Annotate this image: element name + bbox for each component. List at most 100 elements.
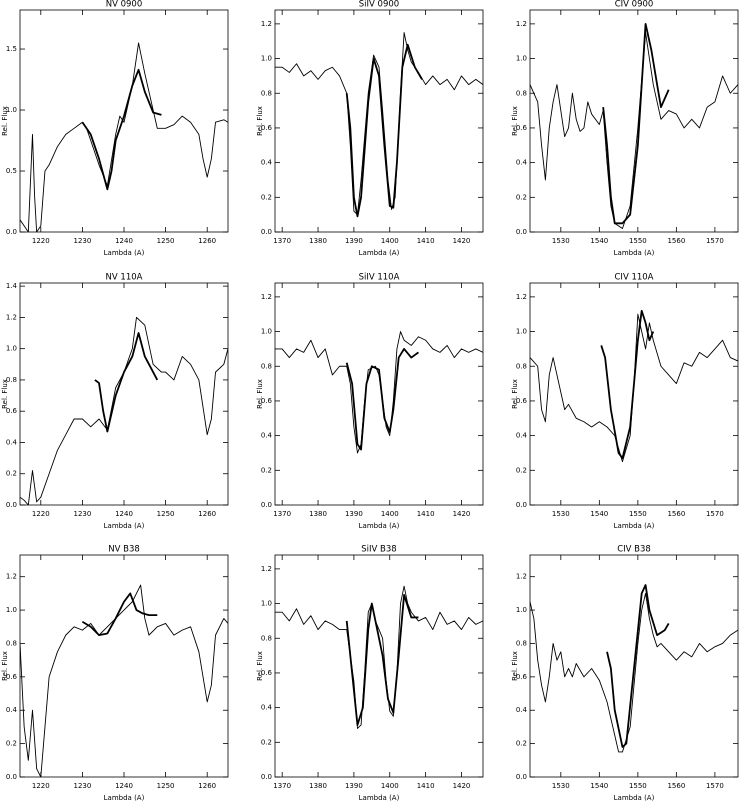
x-tick-label: 1370 [273,782,291,790]
x-tick-label: 1570 [706,237,724,245]
y-tick-label: 0.0 [516,773,527,781]
spectrum-line [530,592,738,753]
y-tick-label: 0.8 [516,362,527,370]
plot-frame [19,554,229,778]
spectrum-line [275,32,483,216]
y-tick-label: 0.6 [516,397,528,405]
x-tick-label: 1570 [706,782,724,790]
x-tick-label: 1550 [629,237,647,245]
x-tick-label: 1400 [381,510,399,518]
y-tick-label: 1.5 [6,45,17,53]
spectrum-line [81,592,158,637]
y-tick-label: 0.4 [516,432,528,440]
y-tick-label: 0.0 [6,228,17,236]
y-tick-label: 0.6 [6,407,18,415]
plot-lines [530,22,738,229]
y-tick-label: 1.2 [516,293,527,301]
plot-frame [274,282,484,506]
x-axis-label: Lambda (A) [614,249,655,257]
y-tick-label: 0.4 [261,159,273,167]
x-tick-label: 1380 [309,782,327,790]
y-axis-label: Rel. Flux [511,379,519,409]
x-tick-label: 1400 [381,782,399,790]
x-tick-label: 1230 [73,237,91,245]
y-tick-label: 1.0 [6,606,17,614]
plot-lines [20,584,228,777]
y-tick-label: 0.0 [6,773,17,781]
y-tick-label: 0.2 [261,738,272,746]
y-tick-label: 0.2 [261,193,272,201]
y-tick-label: 0.8 [516,89,527,97]
y-tick-label: 0.0 [516,501,527,509]
x-tick-label: 1250 [157,237,175,245]
plot-frame [19,282,229,506]
plot-frame [274,9,484,233]
panel-title: CIV B38 [617,545,651,555]
y-tick-label: 1.0 [516,55,527,63]
spectrum-line [275,585,483,729]
y-axis-label: Rel. Flux [511,651,519,681]
spectrum-line [530,313,738,463]
y-tick-label: 1.2 [261,293,272,301]
spectrum-line [345,348,419,451]
plot-lines [20,42,228,232]
y-tick-label: 0.6 [6,673,18,681]
y-tick-label: 0.0 [261,501,272,509]
y-tick-label: 0.6 [516,673,528,681]
x-axis-label: Lambda (A) [614,522,655,530]
panel: SiIV 0900 Lambda (A) Rel. Flux 1370 1380 1390… [256,0,484,257]
y-tick-label: 1.0 [516,606,527,614]
spectrum-line [345,593,419,726]
panel: NV B38 Lambda (A) Rel. Flux 1220 1230 1240 125… [1,545,229,802]
x-tick-label: 1540 [590,237,608,245]
x-tick-label: 1540 [590,510,608,518]
y-axis-label: Rel. Flux [1,106,9,136]
panel-title: CIV 0900 [615,0,654,10]
y-tick-label: 1.2 [516,573,527,581]
y-tick-label: 0.4 [261,704,273,712]
x-tick-label: 1420 [453,510,471,518]
x-tick-label: 1370 [273,237,291,245]
x-axis-label: Lambda (A) [104,249,145,257]
x-tick-label: 1220 [32,510,50,518]
plot-lines [20,316,228,505]
plot-lines [275,32,483,218]
y-tick-label: 0.6 [261,397,273,405]
y-tick-label: 0.2 [516,740,527,748]
x-tick-label: 1390 [345,782,363,790]
x-tick-label: 1230 [73,510,91,518]
y-tick-label: 0.0 [261,773,272,781]
y-tick-label: 0.4 [261,432,273,440]
y-tick-label: 0.4 [516,706,528,714]
spectrum-line [20,316,228,505]
y-tick-label: 0.4 [6,438,18,446]
y-tick-label: 0.6 [516,124,528,132]
spectrum-line [602,22,670,225]
y-tick-label: 1.0 [516,328,527,336]
spectrum-line [20,584,228,777]
x-tick-label: 1530 [552,510,570,518]
y-axis-label: Rel. Flux [256,106,264,136]
x-tick-label: 1410 [417,510,435,518]
y-tick-label: 0.5 [6,167,17,175]
y-tick-label: 0.0 [6,501,17,509]
x-axis-label: Lambda (A) [614,794,655,802]
panel: CIV B38 Lambda (A) Rel. Flux 1530 1540 1550 15… [511,545,739,802]
y-tick-label: 0.2 [516,193,527,201]
x-tick-label: 1570 [706,510,724,518]
y-tick-label: 0.2 [6,740,17,748]
y-tick-label: 1.0 [261,600,272,608]
x-tick-label: 1420 [453,237,471,245]
x-axis-label: Lambda (A) [104,522,145,530]
plot-frame [274,554,484,778]
x-tick-label: 1550 [629,782,647,790]
x-tick-label: 1250 [157,510,175,518]
spectrum-line [345,43,423,218]
x-axis-label: Lambda (A) [359,794,400,802]
x-tick-label: 1380 [309,237,327,245]
y-tick-label: 0.8 [261,634,272,642]
spectrum-line [81,68,162,191]
y-tick-label: 0.8 [516,639,527,647]
plot-lines [530,584,738,753]
x-axis-label: Lambda (A) [359,249,400,257]
